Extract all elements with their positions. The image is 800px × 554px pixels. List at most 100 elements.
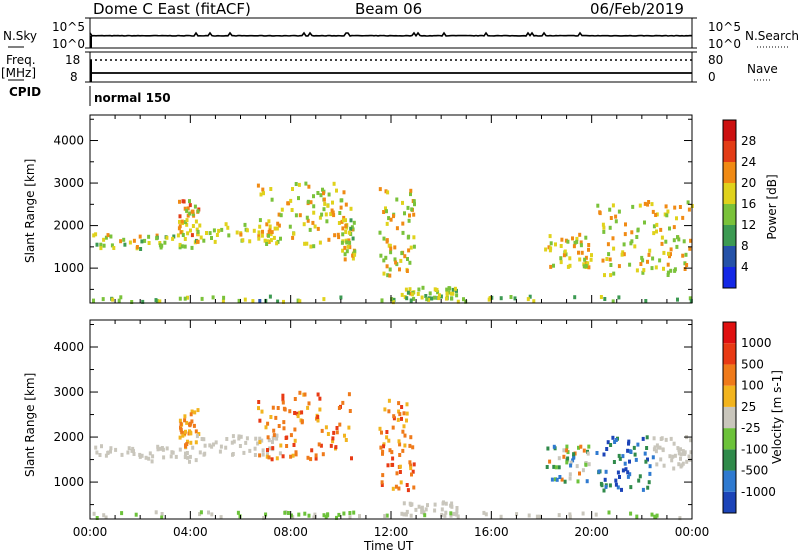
colorbar-power-tick-5: 24	[741, 155, 756, 169]
cell-velocity-6	[584, 462, 588, 467]
cell-power-5	[382, 210, 386, 214]
cell-power-3	[269, 187, 273, 191]
cell-velocity-7	[616, 485, 620, 490]
cell-velocity-3	[347, 425, 351, 430]
cell-velocity-8	[659, 457, 663, 462]
cell-velocity-6	[565, 460, 569, 465]
cell-velocity-7	[636, 442, 640, 447]
cell-power-5	[400, 251, 404, 256]
cell-power-7	[554, 242, 557, 247]
cell-power-0	[171, 236, 175, 241]
cell-power-8	[686, 200, 690, 205]
cell-velocity-6	[552, 444, 556, 449]
cell-power-3	[312, 210, 316, 215]
cell-power-8	[647, 252, 651, 257]
cell-power-3	[294, 213, 298, 218]
cell-power-0	[155, 236, 159, 241]
xtick-label-1: 04:00	[173, 525, 208, 539]
cell-power-7	[571, 236, 574, 241]
cell-velocity-1	[178, 435, 182, 440]
cell-velocity-1	[194, 429, 198, 434]
colorbar-power-segment-3	[723, 204, 736, 225]
cell-power-5	[388, 267, 392, 272]
cell-power-7	[562, 253, 566, 258]
cell-power-6	[451, 291, 455, 296]
cell-velocity-7	[613, 440, 617, 444]
cell-velocity-9	[286, 511, 290, 515]
cell-velocity-3	[266, 435, 270, 440]
cell-power-9	[251, 299, 255, 304]
cell-velocity-8	[689, 450, 693, 455]
cell-velocity-6	[578, 471, 581, 476]
cell-power-5	[386, 190, 390, 195]
cell-velocity-2	[261, 448, 265, 453]
cell-velocity-3	[289, 433, 293, 438]
cell-velocity-7	[617, 453, 621, 458]
cell-velocity-3	[319, 443, 323, 448]
cell-power-5	[406, 257, 409, 261]
cell-velocity-2	[208, 443, 212, 448]
cell-velocity-9	[312, 515, 316, 520]
cell-velocity-6	[550, 477, 554, 482]
cell-velocity-9	[322, 513, 326, 518]
cell-power-8	[650, 266, 654, 271]
cell-velocity-5	[400, 511, 404, 516]
cell-velocity-7	[626, 448, 630, 453]
cell-power-8	[668, 226, 671, 231]
cell-velocity-0	[161, 447, 165, 452]
cell-velocity-4	[396, 417, 400, 422]
cell-velocity-6	[562, 448, 566, 453]
cell-velocity-1	[180, 430, 184, 435]
cell-power-3	[306, 199, 310, 204]
cell-velocity-0	[159, 446, 163, 451]
cell-power-3	[318, 240, 322, 245]
cell-power-8	[688, 246, 692, 251]
cell-power-4	[341, 226, 345, 231]
cell-velocity-5	[450, 501, 454, 506]
cell-velocity-3	[338, 422, 342, 427]
cell-velocity-3	[285, 444, 289, 448]
cell-velocity-6	[568, 472, 572, 477]
cell-power-8	[609, 263, 613, 267]
cell-power-0	[135, 245, 139, 249]
cell-power-0	[178, 242, 182, 247]
cell-power-9	[392, 298, 396, 302]
cell-velocity-2	[230, 440, 234, 445]
cell-power-7	[573, 240, 577, 245]
cell-power-7	[559, 256, 563, 261]
cell-power-8	[662, 250, 666, 255]
cell-velocity-3	[270, 457, 274, 462]
cell-velocity-7	[597, 469, 601, 474]
cell-power-3	[297, 196, 300, 201]
cell-velocity-8	[689, 438, 693, 443]
cell-velocity-8	[672, 441, 676, 446]
cell-power-1	[186, 231, 190, 236]
cell-velocity-1	[188, 423, 192, 428]
cell-power-0	[123, 242, 127, 247]
nsky-label: N.Sky	[3, 29, 38, 43]
cell-power-1	[191, 212, 195, 217]
cell-power-7	[575, 236, 579, 241]
cell-power-3	[322, 197, 326, 202]
cell-power-6	[451, 287, 455, 292]
cell-power-3	[290, 208, 294, 212]
cell-power-7	[584, 235, 588, 240]
cell-power-6	[445, 291, 449, 296]
cell-velocity-3	[316, 415, 320, 419]
cell-velocity-7	[644, 459, 648, 464]
cell-velocity-7	[641, 436, 645, 441]
cell-power-3	[261, 187, 265, 192]
cell-power-8	[623, 232, 627, 237]
xtick-label-5: 20:00	[574, 525, 609, 539]
cell-power-8	[608, 225, 612, 230]
cell-power-8	[612, 271, 616, 276]
cell-velocity-3	[258, 453, 262, 458]
cell-velocity-7	[632, 445, 636, 450]
cell-power-6	[437, 296, 441, 301]
cell-velocity-9	[655, 513, 659, 518]
cell-power-6	[435, 287, 439, 292]
cell-power-5	[407, 248, 411, 253]
cell-power-8	[628, 262, 632, 267]
cell-velocity-3	[279, 443, 283, 448]
cell-power-8	[630, 230, 634, 235]
